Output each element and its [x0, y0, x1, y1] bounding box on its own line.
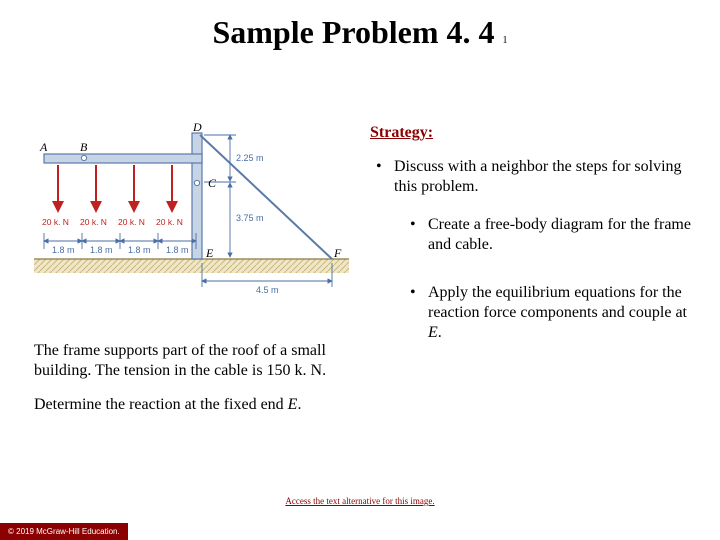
- p2-pre: Determine the reaction at the fixed end: [34, 396, 288, 413]
- bullet-dot-icon: •: [410, 215, 428, 255]
- p2-post: .: [297, 396, 301, 413]
- pt-A: A: [39, 140, 48, 154]
- load-arrows: [58, 165, 172, 211]
- pt-F: F: [333, 246, 342, 260]
- b3-post: .: [438, 324, 442, 341]
- strategy-heading: Strategy:: [370, 123, 700, 143]
- pt-D: D: [192, 121, 202, 134]
- text-alternative-link[interactable]: Access the text alternative for this ima…: [0, 496, 720, 506]
- bullet-dot-icon: •: [410, 283, 428, 343]
- problem-statement: The frame supports part of the roof of a…: [34, 341, 334, 429]
- problem-p2: Determine the reaction at the fixed end …: [34, 395, 334, 415]
- force-label-2: 20 k. N: [80, 217, 107, 227]
- b3-E: E: [428, 324, 438, 341]
- strategy-column: Strategy: • Discuss with a neighbor the …: [370, 123, 700, 371]
- pt-C: C: [208, 176, 217, 190]
- bullet-2: • Create a free-body diagram for the fra…: [370, 215, 700, 255]
- force-label-3: 20 k. N: [118, 217, 145, 227]
- bullet-1-text: Discuss with a neighbor the steps for so…: [394, 157, 700, 197]
- dim-mid-right: 3.75 m: [236, 213, 264, 223]
- problem-diagram: 20 k. N 20 k. N 20 k. N 20 k. N 1.8 m 1.…: [34, 121, 349, 306]
- pt-E: E: [205, 246, 214, 260]
- column-DE: [192, 133, 202, 259]
- dim-h-2: 1.8 m: [90, 245, 113, 255]
- dim-h-4: 1.8 m: [166, 245, 189, 255]
- copyright-bar: © 2019 McGraw-Hill Education.: [0, 523, 128, 540]
- pt-B: B: [80, 140, 88, 154]
- bullet-3: • Apply the equilibrium equations for th…: [370, 283, 700, 343]
- dim-h-3: 1.8 m: [128, 245, 151, 255]
- force-label-4: 20 k. N: [156, 217, 183, 227]
- bullet-1: • Discuss with a neighbor the steps for …: [370, 157, 700, 197]
- bullet-dot-icon: •: [376, 157, 394, 197]
- title-subscript: 1: [503, 35, 508, 46]
- cable-DF: [200, 135, 332, 259]
- p2-E: E: [288, 396, 298, 413]
- ground: [34, 259, 349, 273]
- page-title: Sample Problem 4. 4: [212, 14, 494, 50]
- dim-bottom: 4.5 m: [256, 285, 279, 295]
- bullet-3-text: Apply the equilibrium equations for the …: [428, 283, 700, 343]
- dim-h-1: 1.8 m: [52, 245, 75, 255]
- force-label-1: 20 k. N: [42, 217, 69, 227]
- problem-p1: The frame supports part of the roof of a…: [34, 341, 334, 381]
- b3-pre: Apply the equilibrium equations for the …: [428, 284, 687, 321]
- bullet-2-text: Create a free-body diagram for the frame…: [428, 215, 700, 255]
- dim-top-right: 2.25 m: [236, 153, 264, 163]
- beam-ABCD: [44, 154, 202, 163]
